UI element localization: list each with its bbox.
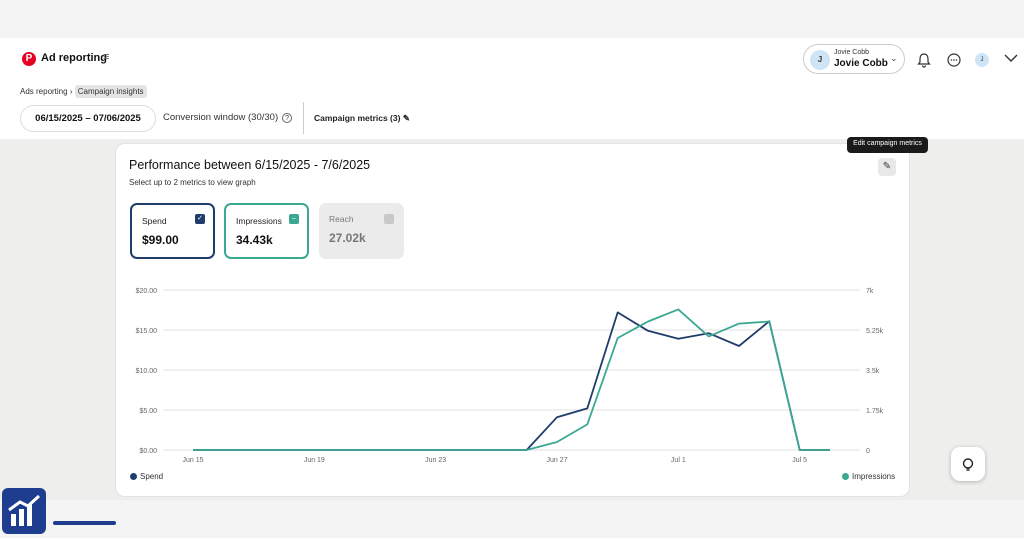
x-tick-label: Jun 15 [182,457,203,464]
y-left-tick-label: $20.00 [136,288,158,295]
bell-icon[interactable] [916,52,932,71]
tooltip: Edit campaign metrics [847,137,928,153]
chevron-down-icon[interactable] [1003,50,1019,69]
pencil-icon: ✎ [402,113,410,123]
x-tick-label: Jul 5 [792,457,807,464]
performance-card: Performance between 6/15/2025 - 7/6/2025… [115,143,910,497]
y-right-tick-label: 5.25k [866,328,884,335]
metric-card-spend[interactable]: Spend ✓ $99.00 [130,203,215,259]
watermark-bar [53,521,116,525]
pencil-icon: ✎ [882,161,892,172]
header: P Ad reporting ≡ J Jovie Cobb Jovie Cobb… [0,38,1024,139]
campaign-metrics-button[interactable]: Campaign metrics (3) ✎ [314,113,410,124]
metric-card-reach[interactable]: Reach 27.02k [319,203,404,259]
legend-dot [130,473,137,480]
series-line-impressions [193,308,830,451]
x-tick-label: Jun 27 [546,457,567,464]
conversion-window-label: Conversion window (30/30) [163,112,279,123]
app-title: Ad reporting [41,52,107,64]
x-tick-label: Jul 1 [671,457,686,464]
metric-name: Spend [142,216,167,226]
account-org: Jovie Cobb [834,49,870,56]
breadcrumb-current: Campaign insights [74,85,147,98]
date-range-picker[interactable]: 06/15/2025 – 07/06/2025 [20,105,156,132]
y-right-tick-label: 0 [866,448,870,455]
breadcrumb-separator: › [69,87,73,96]
pinterest-logo-icon[interactable]: P [22,52,36,66]
metric-card-impressions[interactable]: Impressions – 34.43k [224,203,309,259]
x-tick-label: Jun 23 [425,457,446,464]
legend-label: Impressions [852,472,896,481]
performance-line-chart: $0.00 $5.00 $10.00 $15.00 $20.00 0 1.75k 3.5k 5.… [136,288,884,464]
metric-name: Impressions [236,216,282,226]
lightbulb-icon[interactable] [951,447,985,481]
series-line-spend [193,311,830,451]
top-band [0,0,1024,38]
y-left-tick-label: $5.00 [139,408,157,415]
legend-dot [842,473,849,480]
help-icon[interactable]: ? [282,113,293,123]
card-subtitle: Select up to 2 metrics to view graph [129,178,256,187]
breadcrumb: Ads reporting › Campaign insights [20,85,147,98]
checkbox-checked-icon[interactable]: ✓ [195,214,205,224]
y-left-tick-label: $10.00 [136,368,158,375]
profile-avatar[interactable]: J [975,53,989,67]
account-switcher[interactable]: J Jovie Cobb Jovie Cobb ⌄ [803,44,905,74]
checkbox-unchecked-icon[interactable] [384,214,394,224]
chat-icon[interactable] [946,52,962,71]
account-name: Jovie Cobb [834,58,888,69]
edit-metrics-button[interactable]: ✎ [878,158,896,176]
metric-value: 27.02k [329,231,366,245]
watermark-logo [2,488,46,534]
menu-icon[interactable]: ≡ [103,51,110,63]
card-title: Performance between 6/15/2025 - 7/6/2025 [129,158,371,172]
metric-value: $99.00 [142,233,179,247]
metric-name: Reach [329,214,354,224]
campaign-metrics-label: Campaign metrics (3) [314,113,401,123]
y-right-tick-label: 7k [866,288,874,295]
y-right-tick-label: 3.5k [866,368,880,375]
y-left-tick-label: $0.00 [139,448,157,455]
x-tick-label: Jun 19 [304,457,325,464]
conversion-window[interactable]: Conversion window (30/30)? [163,112,293,123]
y-right-tick-label: 1.75k [866,408,884,415]
divider [303,102,304,134]
checkbox-checked-icon[interactable]: – [289,214,299,224]
legend-impressions: Impressions [842,472,895,481]
avatar: J [810,50,830,70]
breadcrumb-parent[interactable]: Ads reporting [20,87,68,96]
legend-spend: Spend [130,472,163,481]
legend-label: Spend [140,472,164,481]
chevron-down-icon: ⌄ [890,53,898,63]
metric-value: 34.43k [236,233,273,247]
y-left-tick-label: $15.00 [136,328,158,335]
